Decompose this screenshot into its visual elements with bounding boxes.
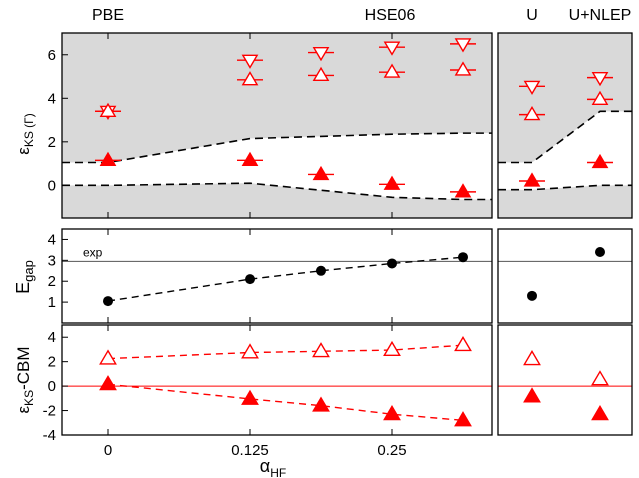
y-tick-label: 3: [48, 252, 56, 269]
marker-triangle-up-open: [312, 342, 330, 358]
right-valence-band-shade: [498, 185, 632, 218]
panel-frame-right: [497, 228, 633, 324]
method-label-u: U: [526, 7, 538, 24]
marker-triangle-filled: [241, 389, 259, 405]
marker-triangle-up-open: [99, 349, 117, 365]
vbm-dashed-line: [62, 182, 492, 201]
marker-triangle-up-open: [591, 370, 609, 386]
x-axis-label: αHF: [260, 456, 286, 478]
exp-reference-label: exp: [83, 245, 103, 259]
marker-triangle-filled: [454, 411, 472, 427]
mid-ylabel: Egap: [13, 260, 36, 294]
x-tick-label: 0.25: [377, 442, 406, 459]
gap-point-right: [527, 290, 537, 301]
marker-triangle-down-open: [591, 72, 609, 87]
marker-triangle-filled: [454, 183, 472, 198]
y-tick-label: 6: [48, 47, 56, 64]
marker-triangle-filled: [591, 153, 609, 169]
x-axis-label-main: α: [260, 456, 270, 476]
marker-triangle-up-open: [591, 90, 609, 105]
cbm-dashed-line: [62, 132, 492, 164]
mid-ylabel-main: E: [13, 282, 33, 294]
marker-triangle-filled: [99, 375, 117, 391]
method-label-pbe: PBE: [92, 7, 124, 24]
marker-triangle-up-open: [454, 61, 472, 76]
marker-triangle-filled: [523, 387, 541, 403]
marker-triangle-down-open: [523, 80, 541, 95]
panel-frame-right: [497, 324, 633, 436]
bottom-ylabel: εKS-CBM: [14, 346, 36, 413]
y-tick-label: 2: [48, 273, 56, 290]
marker-triangle-up-open: [523, 105, 541, 121]
plot-layer: exp 0 2 4 6 1 2 3 4 -4 -2 0 2 4 0 0.125 0.25: [43, 32, 633, 459]
marker-triangle-filled: [312, 396, 330, 412]
marker-triangle-up-open: [241, 71, 259, 86]
gap-point-right: [595, 246, 605, 257]
panel-frame-right: [497, 32, 633, 219]
y-tick-label: -4: [43, 427, 56, 444]
marker-triangle-up-open: [523, 350, 541, 366]
marker-triangle-down-open: [312, 46, 330, 62]
series-dashed-line: [107, 344, 464, 360]
panel-frame: [61, 228, 493, 324]
y-tick-label: 4: [48, 329, 56, 346]
bottom-ylabel-sub: KS: [22, 390, 36, 406]
conduction-band-shade: [62, 33, 492, 163]
y-tick-label: 2: [48, 354, 56, 371]
marker-triangle-up-open: [312, 66, 330, 82]
gap-point: [458, 252, 468, 263]
marker-triangle-filled: [99, 151, 117, 166]
right-cbm-dashed-line: [498, 110, 632, 164]
gap-point: [316, 265, 326, 276]
x-axis-label-sub: HF: [270, 466, 286, 478]
marker-triangle-up-open: [383, 340, 401, 357]
gap-point: [103, 296, 113, 307]
method-label-hse06: HSE06: [365, 7, 416, 24]
mid-ylabel-sub: gap: [21, 260, 36, 282]
bottom-ylabel-main: ε: [14, 406, 33, 414]
marker-triangle-up-open: [99, 102, 117, 117]
y-tick-label: 4: [48, 90, 56, 107]
y-tick-label: 0: [48, 378, 56, 395]
valence-band-shade: [62, 183, 492, 218]
panel-frame: [61, 32, 493, 219]
marker-triangle-filled: [591, 405, 609, 421]
right-conduction-band-shade: [498, 33, 632, 163]
gap-point: [245, 274, 255, 285]
bottom-ylabel-suffix: -CBM: [14, 346, 33, 389]
marker-triangle-filled: [523, 172, 541, 187]
marker-triangle-filled: [312, 165, 330, 181]
marker-triangle-up-open: [383, 63, 401, 78]
top-ylabel: εKS (Γ): [14, 113, 36, 155]
method-label-u-nlep: U+NLEP: [569, 7, 632, 24]
marker-triangle-down-open: [454, 38, 472, 53]
marker-triangle-down-open: [383, 41, 401, 56]
marker-triangle-filled: [241, 151, 259, 166]
marker-triangle-down-open: [241, 54, 259, 69]
y-tick-label: 4: [48, 231, 56, 248]
y-tick-label: 2: [48, 134, 56, 151]
gap-dashed-line: [107, 256, 464, 302]
y-tick-label: 0: [48, 177, 56, 194]
top-ylabel-main: ε: [14, 147, 33, 155]
x-tick-label: 0: [104, 442, 112, 459]
marker-triangle-up-open: [454, 335, 472, 352]
y-tick-label: -2: [43, 403, 56, 420]
marker-triangle-filled: [383, 175, 401, 190]
x-tick-label: 0.125: [231, 442, 269, 459]
y-tick-label: 1: [48, 294, 56, 311]
right-vbm-dashed-line: [498, 184, 632, 191]
marker-triangle-filled: [383, 405, 401, 421]
top-ylabel-sub: KS (Γ): [22, 113, 36, 147]
marker-triangle-up-open: [241, 343, 259, 359]
gap-point: [387, 258, 397, 269]
series-dashed-line: [107, 383, 464, 422]
panel-frame: [61, 324, 493, 436]
